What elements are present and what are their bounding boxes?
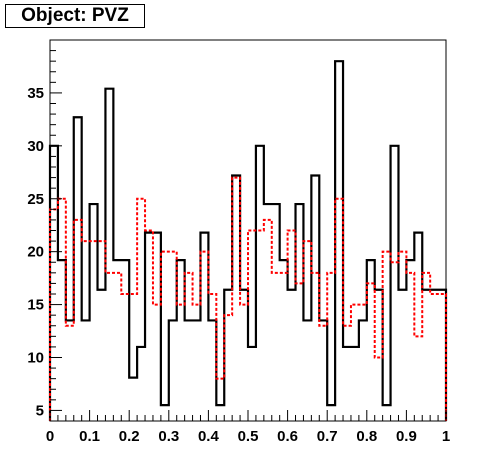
- x-tick-label: 0.6: [277, 428, 298, 445]
- y-tick-label: 35: [27, 85, 44, 102]
- plot-frame: [49, 39, 447, 422]
- y-tick-label: 20: [27, 244, 44, 261]
- y-tick-label: 25: [27, 191, 44, 208]
- y-tick-label: 10: [27, 350, 44, 367]
- x-tick-label: 0.4: [198, 428, 220, 445]
- x-tick-label: 0.7: [317, 428, 338, 445]
- x-tick-label: 0: [46, 428, 54, 445]
- x-tick-label: 1: [442, 428, 450, 445]
- series-1-dashed: [49, 176, 447, 421]
- x-tick-label: 0.8: [356, 428, 377, 445]
- x-tick-label: 0.9: [396, 428, 417, 445]
- x-tick-label: 0.5: [238, 428, 259, 445]
- x-tick-label: 0.2: [119, 428, 140, 445]
- axes-layer: 0 0.1 0.2 0.3 0.4 0.5 0.6 0.7 0.8 0.9 151015202530…: [27, 39, 450, 445]
- series-layer: [48, 60, 448, 421]
- y-tick-label: 15: [27, 297, 44, 314]
- chart-title: Object: PVZ: [5, 4, 145, 28]
- x-tick-label: 0.3: [158, 428, 179, 445]
- histogram-step-line: [49, 176, 447, 421]
- series-0-solid: [48, 60, 448, 421]
- histogram-step-line: [48, 60, 448, 421]
- x-tick-label: 0.1: [79, 428, 100, 445]
- y-tick-label: 5: [36, 402, 44, 419]
- y-tick-label: 30: [27, 138, 44, 155]
